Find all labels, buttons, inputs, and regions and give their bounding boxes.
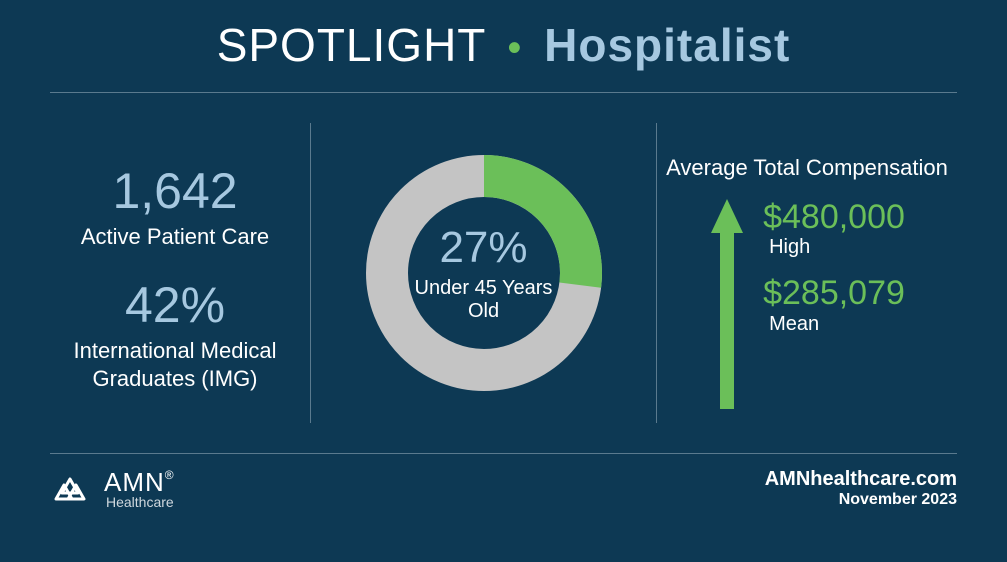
comp-high-value: $480,000 (763, 199, 905, 236)
comp-mean-value: $285,079 (763, 275, 905, 312)
main-content: 1,642 Active Patient Care 42% Internatio… (0, 93, 1007, 453)
footer: AMN® Healthcare AMNhealthcare.com Novemb… (0, 454, 1007, 509)
topic-label: Hospitalist (544, 19, 790, 71)
left-column: 1,642 Active Patient Care 42% Internatio… (50, 93, 310, 453)
stat2-label: International Medical Graduates (IMG) (50, 337, 300, 392)
comp-values: $480,000 High $285,079 Mean (763, 199, 905, 352)
bullet-separator: • (507, 26, 522, 70)
footer-site: AMNhealthcare.com (765, 468, 957, 491)
stat2-value: 42% (50, 278, 300, 333)
right-column: Average Total Compensation $480,000 High… (657, 93, 957, 453)
footer-right: AMNhealthcare.com November 2023 (765, 468, 957, 509)
logo-text: AMN® Healthcare (104, 469, 174, 509)
logo-icon (50, 469, 94, 509)
stat-img: 42% International Medical Graduates (IMG… (50, 278, 300, 392)
donut-chart: 27% Under 45 Years Old (344, 133, 624, 413)
donut-label: Under 45 Years Old (414, 277, 554, 323)
spotlight-label: SPOTLIGHT (217, 19, 486, 71)
donut-center: 27% Under 45 Years Old (414, 223, 554, 323)
brand-main: AMN (104, 467, 165, 497)
comp-mean-label: Mean (769, 313, 905, 336)
stat-active-care: 1,642 Active Patient Care (81, 164, 269, 251)
comp-title: Average Total Compensation (666, 155, 948, 181)
arrow-svg (709, 199, 745, 409)
stat1-label: Active Patient Care (81, 223, 269, 251)
middle-column: 27% Under 45 Years Old (311, 93, 656, 453)
stat1-value: 1,642 (81, 164, 269, 219)
header: SPOTLIGHT • Hospitalist (0, 0, 1007, 84)
brand-reg: ® (165, 468, 174, 482)
donut-percent: 27% (414, 223, 554, 273)
brand-logo: AMN® Healthcare (50, 469, 174, 509)
footer-date: November 2023 (765, 491, 957, 509)
comp-high-label: High (769, 236, 905, 259)
brand-sub: Healthcare (106, 495, 174, 509)
comp-body: $480,000 High $285,079 Mean (709, 199, 905, 409)
arrow-up-icon (709, 199, 745, 409)
header-title: SPOTLIGHT • Hospitalist (0, 18, 1007, 72)
